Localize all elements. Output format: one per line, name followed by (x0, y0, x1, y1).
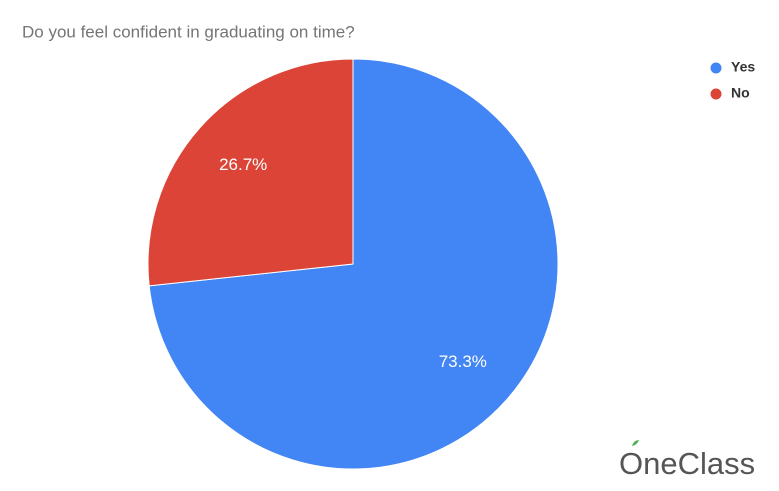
pie-slice (147, 58, 354, 287)
legend-label: No (731, 85, 750, 101)
legend-marker (710, 62, 722, 74)
legend-marker (710, 88, 722, 100)
watermark-icon (632, 440, 639, 446)
legend-label: Yes (731, 59, 755, 75)
data-label: 26.7% (219, 155, 267, 174)
watermark: OneClass (619, 446, 755, 481)
pie-slice (148, 58, 559, 470)
chart-title: Do you feel confident in graduating on t… (22, 22, 355, 41)
data-label: 73.3% (439, 352, 487, 371)
